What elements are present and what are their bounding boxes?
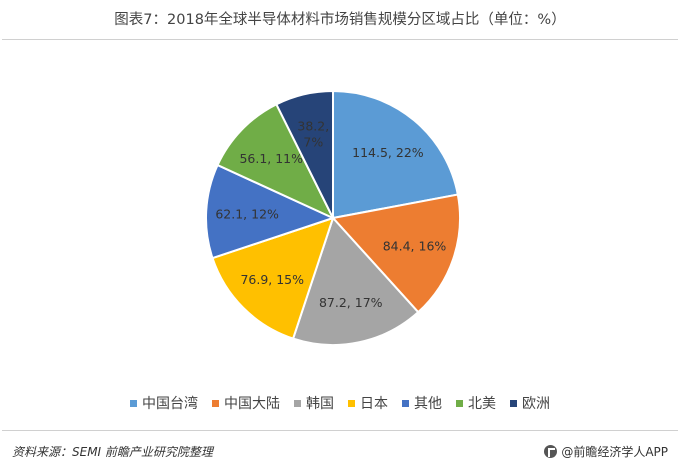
pie-slice-5	[205, 163, 336, 260]
chart-legend: 中国台湾 中国大陆 韩国 日本 其他 北美 欧洲	[0, 393, 680, 413]
pie-slice-2	[331, 193, 461, 314]
legend-label: 日本	[360, 396, 388, 412]
slice-data-label: 62.1, 12%	[215, 206, 279, 221]
legend-swatch	[212, 399, 219, 407]
chart-title: 图表7：2018年全球半导体材料市场销售规模分区域占比（单位：%）	[114, 12, 566, 28]
legend-label: 其他	[414, 396, 442, 412]
legend-swatch	[510, 399, 517, 407]
legend-item: 其他	[402, 393, 442, 413]
legend-label: 韩国	[306, 396, 334, 412]
pie-chart: 114.5, 22% 84.4, 16% 87.2, 17% 76.9, 15% 62.…	[205, 89, 461, 346]
legend-label: 中国台湾	[142, 396, 198, 412]
pie-slice-1	[332, 89, 459, 220]
legend-item: 北美	[456, 393, 496, 413]
legend-label: 北美	[468, 396, 496, 412]
slice-data-label: 38.2, 7%	[297, 118, 329, 149]
pie-slice-3	[291, 216, 420, 346]
legend-swatch	[130, 399, 137, 407]
slice-data-label: 87.2, 17%	[319, 295, 383, 310]
slice-data-label: 114.5, 22%	[352, 145, 424, 160]
legend-item: 中国大陆	[212, 393, 280, 413]
legend-swatch	[348, 399, 355, 407]
legend-item: 韩国	[294, 393, 334, 413]
pie-slice-6	[216, 102, 336, 221]
source-note: 资料来源：SEMI 前瞻产业研究院整理	[12, 445, 213, 459]
legend-swatch	[402, 399, 409, 407]
brand-text: @前瞻经济学人APP	[561, 445, 668, 459]
brand-logo-icon	[544, 445, 558, 458]
slice-data-label: 56.1, 11%	[239, 151, 303, 166]
legend-item: 日本	[348, 393, 388, 413]
top-divider	[2, 39, 678, 40]
pie-slice-7	[275, 89, 334, 219]
legend-swatch	[456, 399, 463, 407]
legend-swatch	[294, 399, 301, 407]
legend-label: 中国大陆	[224, 396, 280, 412]
bottom-divider	[2, 430, 678, 431]
brand-credit: @前瞻经济学人APP	[544, 443, 668, 460]
slice-data-label: 76.9, 15%	[240, 272, 304, 287]
legend-label: 欧洲	[522, 396, 550, 412]
legend-item: 中国台湾	[130, 393, 198, 413]
legend-item: 欧洲	[510, 393, 550, 413]
slice-data-label: 84.4, 16%	[383, 238, 447, 253]
